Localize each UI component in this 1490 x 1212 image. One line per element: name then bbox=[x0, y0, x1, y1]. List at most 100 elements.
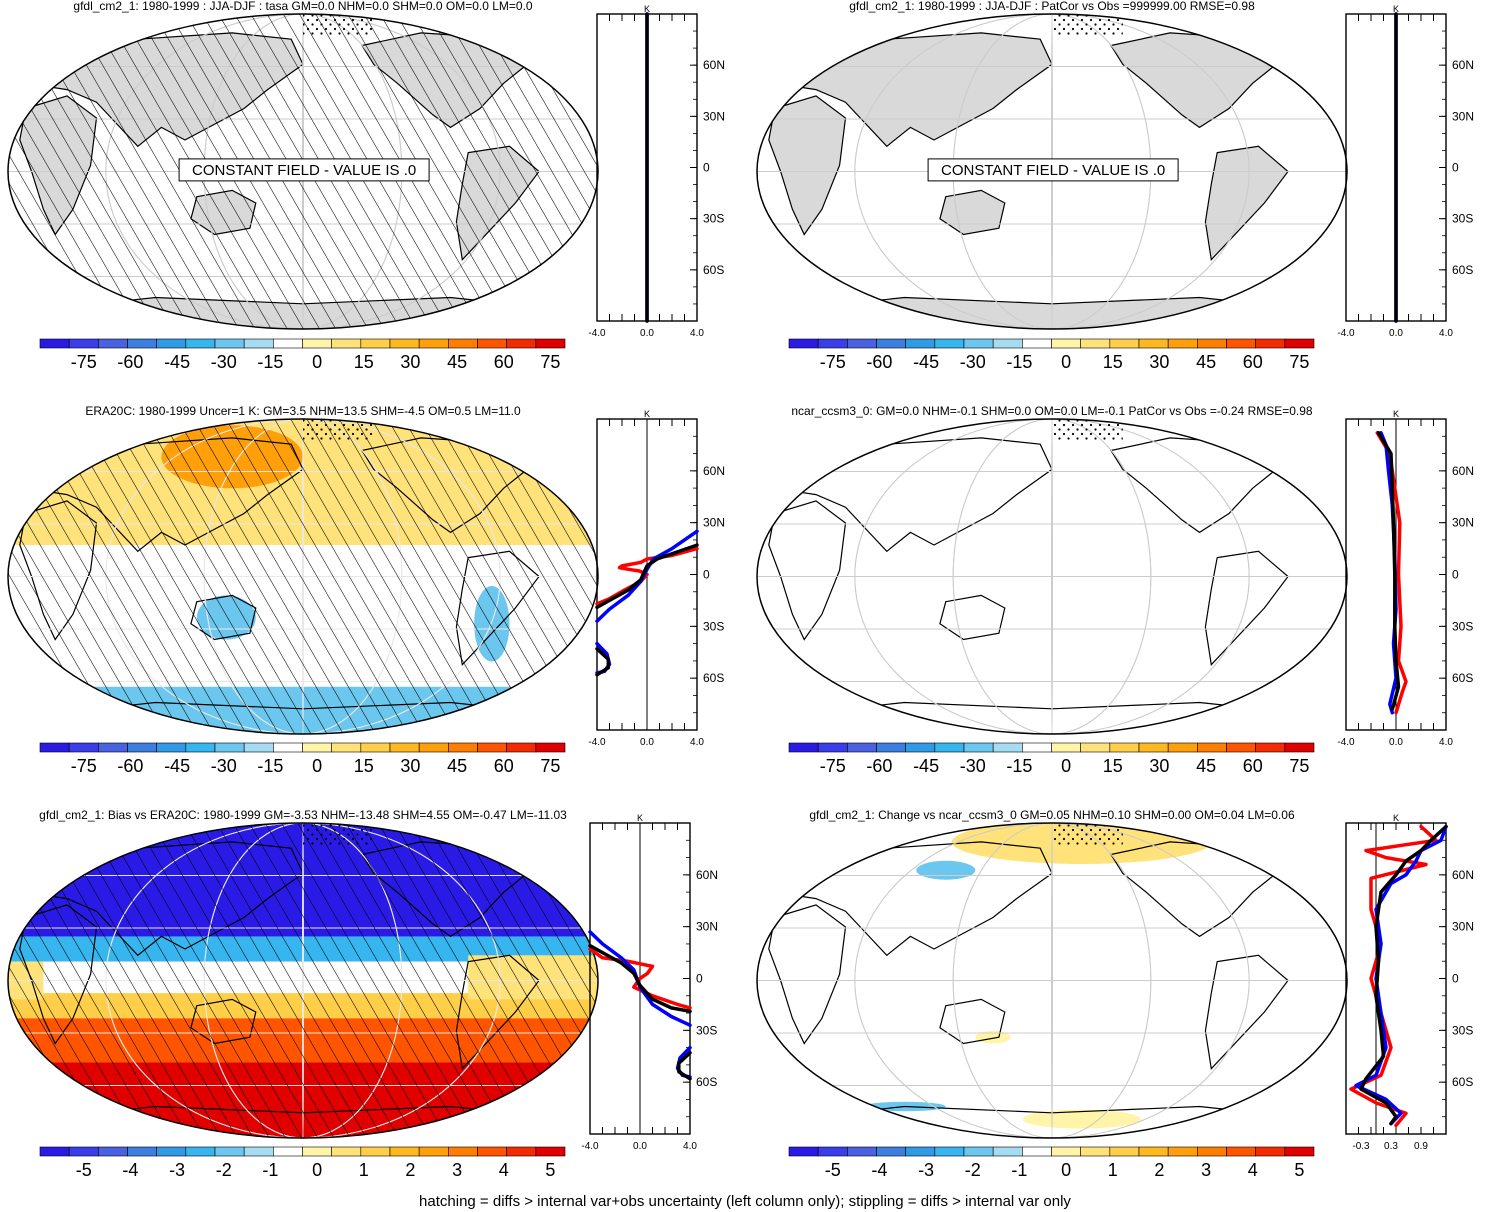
colorbar-cell bbox=[68, 1146, 99, 1157]
colorbar-cell bbox=[331, 338, 362, 349]
profile-series bbox=[595, 647, 611, 677]
profile-x-label: 4.0 bbox=[683, 1141, 697, 1152]
profile-lat-label: 30S bbox=[1452, 619, 1473, 633]
land-0 bbox=[768, 95, 847, 236]
colorbar-tick-label: 60 bbox=[1243, 756, 1263, 776]
colorbar-tick-label: -3 bbox=[918, 1160, 934, 1180]
profile-x-label: 0.0 bbox=[640, 737, 654, 748]
graticule-lon bbox=[854, 823, 1250, 1138]
constant-field-box bbox=[178, 158, 430, 182]
colorbar-cell bbox=[1109, 338, 1140, 349]
colorbar-cell bbox=[477, 742, 507, 753]
colorbar-p4: -75 -60 -45 -30 -15 0 15 30 45 60 75 bbox=[788, 742, 1315, 776]
colorbar-cell bbox=[934, 742, 965, 753]
colorbar-cell bbox=[506, 742, 537, 753]
colorbar-cell bbox=[1109, 742, 1140, 753]
colorbar-tick-label: 45 bbox=[1196, 756, 1216, 776]
colorbar-cell bbox=[98, 742, 128, 753]
profile-series bbox=[1359, 824, 1448, 1126]
colorbar-tick-label: 15 bbox=[354, 756, 374, 776]
profile-lat-label: 30S bbox=[703, 212, 724, 226]
colorbar-tick-label: 0 bbox=[1061, 352, 1071, 372]
colorbar-cell bbox=[817, 1146, 848, 1157]
profile-p5: 60N 30N 0 30S 60S K -4.0 0.0 4.0 bbox=[581, 813, 718, 1152]
graticule-lon bbox=[952, 823, 1152, 1138]
colorbar-tick-label: 1 bbox=[1108, 1160, 1118, 1180]
colorbar-cell bbox=[360, 338, 391, 349]
graticule-lon bbox=[1051, 419, 1053, 734]
profile-series bbox=[595, 543, 699, 610]
colorbar-p6: -5 -4 -3 -2 -1 0 1 2 3 4 5 bbox=[788, 1146, 1315, 1180]
land-2 bbox=[939, 594, 1006, 641]
profile-x-label: 0.0 bbox=[1389, 328, 1403, 339]
colorbar-tick-label: 75 bbox=[540, 352, 560, 372]
profile-p2: 60N 30N 0 30S 60S K -4.0 0.0 4.0 bbox=[1337, 4, 1474, 339]
profile-lat-label: 30N bbox=[1452, 920, 1474, 934]
profile-lat-label: 0 bbox=[1452, 972, 1459, 986]
profile-unit: K bbox=[637, 813, 643, 823]
profile-p1: 60N 30N 0 30S 60S K -4.0 0.0 4.0 bbox=[588, 4, 725, 339]
colorbar-cell bbox=[127, 338, 157, 349]
colorbar-cell bbox=[905, 742, 936, 753]
colorbar-tick-label: 15 bbox=[1103, 756, 1123, 776]
colorbar-cell bbox=[185, 1146, 216, 1157]
profile-p3: 60N 30N 0 30S 60S K -4.0 0.0 4.0 bbox=[588, 409, 725, 748]
colorbar-cell bbox=[243, 338, 274, 349]
profile-unit: K bbox=[1393, 4, 1399, 14]
colorbar-cell bbox=[1197, 338, 1227, 349]
profile-lat-label: 60S bbox=[1452, 263, 1473, 277]
colorbar-tick-label: 75 bbox=[1289, 352, 1309, 372]
colorbar-cell bbox=[1255, 742, 1286, 753]
map-border bbox=[7, 822, 599, 1139]
profile-lat-label: 0 bbox=[696, 972, 703, 986]
profile-lat-label: 30N bbox=[703, 516, 725, 530]
colorbar-cell bbox=[185, 338, 216, 349]
colorbar-tick-label: -3 bbox=[169, 1160, 185, 1180]
map-border bbox=[7, 418, 599, 735]
profile-x-label: -0.3 bbox=[1352, 1141, 1370, 1152]
profile-p4: 60N 30N 0 30S 60S K -4.0 0.0 4.0 bbox=[1337, 409, 1474, 748]
colorbar-tick-label: 15 bbox=[1103, 352, 1123, 372]
colorbar-cell bbox=[98, 338, 128, 349]
profile-lat-label: 60N bbox=[703, 464, 725, 478]
colorbar-cell bbox=[1138, 338, 1169, 349]
colorbar-tick-label: 30 bbox=[1149, 352, 1169, 372]
profile-x-label: 0.0 bbox=[633, 1141, 647, 1152]
colorbar-cell bbox=[243, 1146, 274, 1157]
colorbar-cell bbox=[992, 1146, 1023, 1157]
colorbar-cell bbox=[418, 742, 449, 753]
colorbar-cell bbox=[1109, 1146, 1140, 1157]
colorbar-cell bbox=[302, 742, 332, 753]
colorbar-cell bbox=[1022, 742, 1052, 753]
profile-lat-label: 60N bbox=[703, 58, 725, 72]
colorbar-cell bbox=[1080, 338, 1111, 349]
colorbar-tick-label: 30 bbox=[400, 352, 420, 372]
profile-lat-label: 30S bbox=[1452, 212, 1473, 226]
colorbar-cell bbox=[817, 742, 848, 753]
stippling bbox=[303, 823, 374, 846]
colorbar-cell bbox=[1197, 742, 1227, 753]
colorbar-p5: -5 -4 -3 -2 -1 0 1 2 3 4 5 bbox=[39, 1146, 566, 1180]
graticule-lon bbox=[854, 419, 1250, 734]
colorbar-tick-label: -15 bbox=[257, 756, 283, 776]
profile-lat-label: 30S bbox=[703, 619, 724, 633]
map-p5 bbox=[7, 822, 599, 1139]
profile-unit: K bbox=[1393, 813, 1399, 823]
stippling bbox=[1052, 823, 1123, 846]
colorbar-tick-label: -4 bbox=[871, 1160, 887, 1180]
colorbar-cell bbox=[39, 338, 70, 349]
colorbar-cell bbox=[1080, 1146, 1111, 1157]
colorbar-tick-label: -2 bbox=[965, 1160, 981, 1180]
colorbar-tick-label: -4 bbox=[122, 1160, 138, 1180]
colorbar-cell bbox=[963, 338, 994, 349]
colorbar-cell bbox=[243, 742, 274, 753]
colorbar-tick-label: 75 bbox=[540, 756, 560, 776]
colorbar-tick-label: 4 bbox=[499, 1160, 509, 1180]
profile-series bbox=[677, 1051, 692, 1081]
colorbar-tick-label: 1 bbox=[359, 1160, 369, 1180]
land-0 bbox=[768, 500, 847, 641]
colorbar-cell bbox=[1167, 338, 1198, 349]
colorbar-cell bbox=[448, 338, 478, 349]
profile-lat-label: 60S bbox=[703, 263, 724, 277]
